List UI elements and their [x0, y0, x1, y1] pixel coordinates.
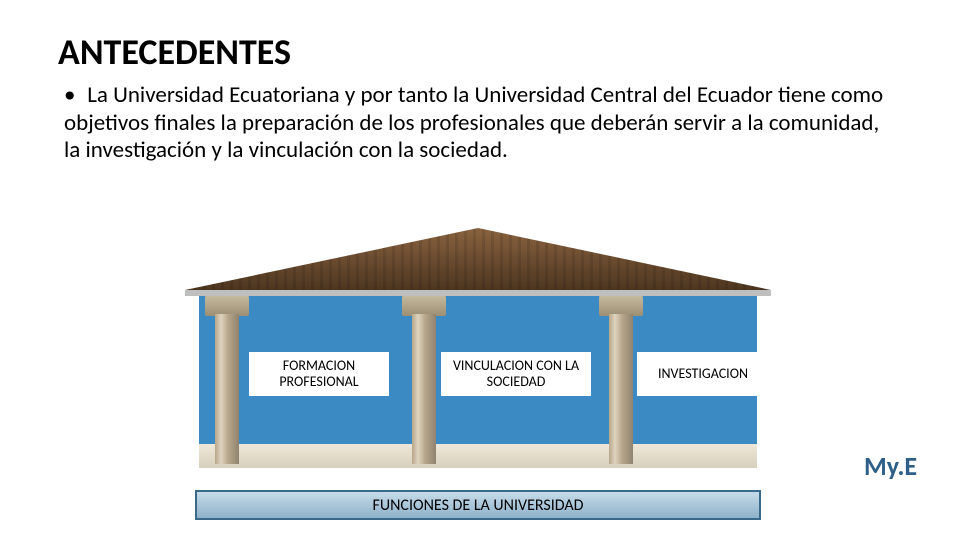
pillar-2-capital — [402, 294, 446, 316]
pillar-1-capital — [205, 294, 249, 316]
pillar-2-shaft — [412, 314, 436, 464]
slide: ANTECEDENTES • La Universidad Ecuatorian… — [0, 0, 960, 540]
pillar-2 — [402, 294, 446, 466]
temple-roof-texture — [185, 228, 771, 290]
bullet-dot: • — [64, 82, 82, 110]
label-formacion: FORMACION PROFESIONAL — [249, 352, 389, 396]
bullet-text: La Universidad Ecuatoriana y por tanto l… — [64, 81, 883, 164]
temple-roof-shadow — [185, 290, 771, 296]
label-formacion-text: FORMACION PROFESIONAL — [249, 358, 389, 390]
temple-base-text: FUNCIONES DE LA UNIVERSIDAD — [372, 496, 583, 515]
label-investigacion: INVESTIGACION — [637, 352, 769, 396]
pillar-3-capital — [599, 294, 643, 316]
pillar-3-shaft — [609, 314, 633, 464]
pillar-1-shaft — [215, 314, 239, 464]
page-title: ANTECEDENTES — [58, 30, 291, 74]
bullet-item: • La Universidad Ecuatoriana y por tanto… — [64, 82, 894, 165]
label-investigacion-text: INVESTIGACION — [658, 366, 748, 382]
label-vinculacion: VINCULACION CON LA SOCIEDAD — [441, 352, 591, 396]
label-vinculacion-text: VINCULACION CON LA SOCIEDAD — [441, 358, 591, 390]
temple-ground — [199, 444, 757, 468]
temple-base: FUNCIONES DE LA UNIVERSIDAD — [195, 490, 761, 520]
temple-diagram: FORMACION PROFESIONAL VINCULACION CON LA… — [185, 228, 771, 528]
pillar-1 — [205, 294, 249, 466]
logo-mye: My.E — [864, 450, 917, 482]
